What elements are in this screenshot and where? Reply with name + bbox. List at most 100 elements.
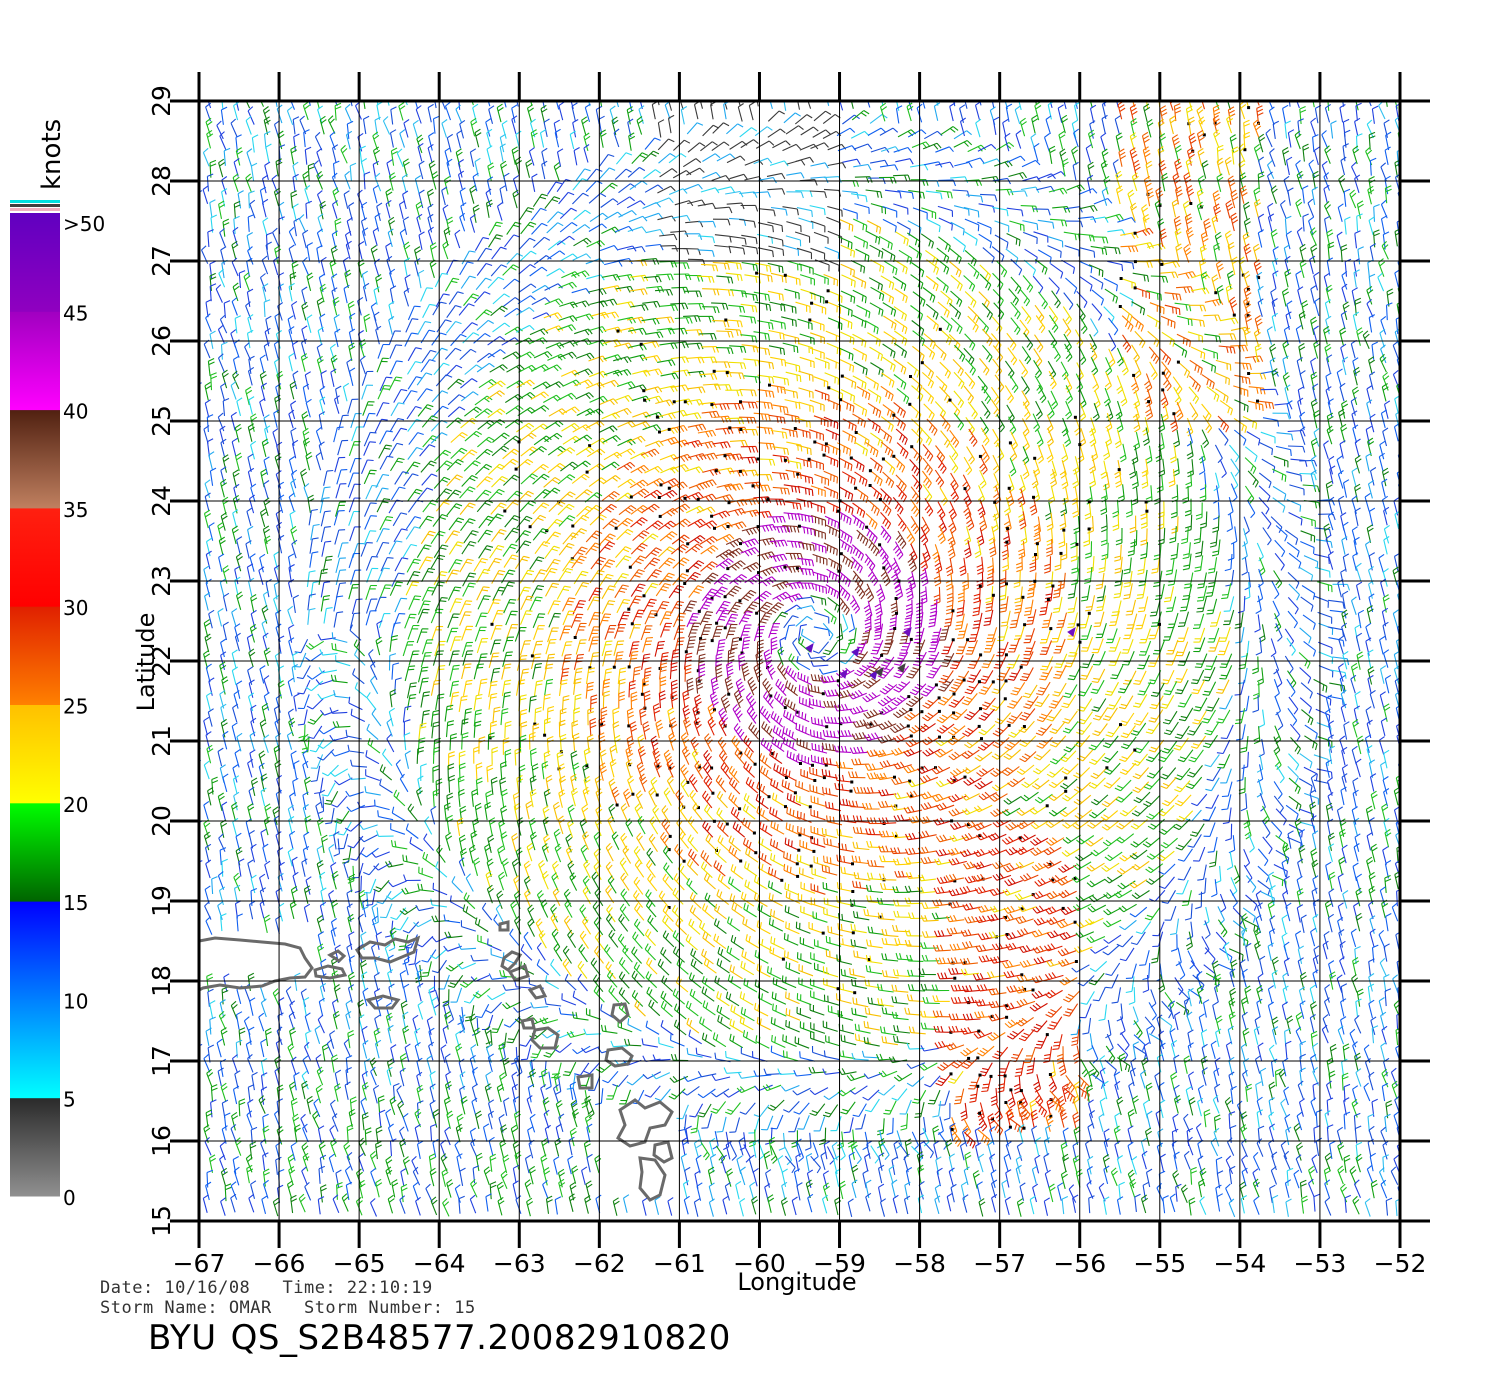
wind-barb	[922, 484, 933, 503]
wind-barb	[1216, 739, 1231, 755]
wind-barb	[1356, 200, 1364, 219]
colorbar-tick-label: 15	[63, 891, 88, 915]
wind-barb	[1341, 746, 1348, 766]
rain-flag	[672, 400, 676, 404]
wind-barb	[1276, 711, 1284, 731]
wind-barb	[491, 609, 505, 625]
wind-barb	[485, 790, 493, 809]
wind-barb	[191, 551, 197, 569]
wind-barb	[995, 142, 1015, 151]
wind-barb	[177, 734, 183, 752]
wind-barb	[1350, 674, 1357, 694]
wind-barb	[1006, 207, 1024, 217]
wind-barb	[600, 182, 618, 194]
rain-flag	[894, 597, 898, 600]
wind-barb	[934, 65, 940, 83]
wind-barb	[416, 544, 432, 558]
wind-barb	[899, 639, 912, 654]
wind-barb	[1208, 557, 1218, 574]
wind-barb	[344, 103, 353, 123]
wind-barb	[1266, 326, 1273, 345]
wind-barb	[1282, 147, 1290, 166]
wind-barb	[1081, 585, 1091, 602]
wind-barb	[684, 183, 703, 191]
wind-barb	[725, 389, 743, 397]
wind-barb	[925, 190, 943, 200]
wind-barb	[402, 390, 418, 404]
wind-barb	[288, 326, 295, 345]
wind-barb	[977, 221, 992, 235]
wind-barb	[316, 228, 323, 248]
wind-barb	[1108, 317, 1119, 336]
wind-barb	[1184, 63, 1190, 81]
wind-barb	[319, 283, 327, 303]
wind-barb	[642, 79, 647, 97]
wind-barb	[936, 276, 949, 293]
rain-flag	[528, 525, 532, 529]
wind-barb	[1272, 485, 1287, 501]
wind-barb	[321, 540, 332, 557]
wind-barb	[1019, 751, 1037, 763]
wind-barb	[840, 331, 855, 345]
wind-barb	[459, 212, 466, 232]
wind-barb	[415, 201, 423, 220]
wind-barb	[643, 368, 663, 376]
rain-flag	[712, 369, 716, 373]
wind-barb	[1073, 767, 1091, 779]
wind-barb	[1275, 623, 1283, 642]
wind-barb	[613, 640, 625, 656]
wind-barb	[176, 228, 181, 246]
wind-barb	[1090, 245, 1108, 256]
wind-barb	[1033, 749, 1051, 761]
wind-barb	[1048, 777, 1067, 789]
wind-barb	[1355, 581, 1363, 601]
wind-barb	[870, 259, 885, 274]
wind-barb	[247, 423, 255, 442]
wind-barb	[589, 651, 600, 668]
wind-barb	[1058, 130, 1066, 150]
wind-barb	[1091, 638, 1104, 654]
wind-barb	[810, 795, 826, 807]
wind-barb	[733, 723, 745, 742]
wind-barb	[926, 665, 942, 679]
wind-barb	[405, 461, 421, 475]
wind-barb	[1018, 474, 1026, 494]
wind-barb	[600, 198, 619, 208]
wind-barb	[217, 792, 225, 812]
wind-barb	[733, 689, 744, 709]
wind-barb	[230, 118, 238, 138]
wind-barb	[785, 274, 801, 286]
wind-barb	[909, 683, 927, 696]
wind-barb	[644, 212, 663, 219]
wind-barb	[946, 775, 966, 785]
wind-barb	[1327, 101, 1330, 111]
wind-barb	[826, 216, 841, 230]
wind-barb	[250, 594, 258, 613]
wind-barb	[334, 777, 353, 786]
wind-barb	[1265, 128, 1273, 148]
wind-barb	[785, 125, 804, 135]
wind-barb	[1164, 304, 1181, 316]
wind-barb	[727, 521, 747, 530]
wind-barb	[1114, 115, 1121, 134]
wind-barb	[1206, 598, 1218, 615]
wind-barb	[922, 457, 933, 476]
wind-barb	[795, 417, 811, 429]
colorbar-tick-label: 25	[63, 695, 88, 719]
wind-barb	[1115, 185, 1123, 205]
wind-barb	[1103, 777, 1121, 789]
wind-barb	[1115, 791, 1133, 803]
wind-barb	[910, 515, 920, 535]
wind-barb	[361, 227, 369, 246]
wind-barb	[854, 471, 868, 487]
wind-barb	[333, 510, 345, 526]
wind-barb	[573, 237, 592, 247]
wind-barb	[954, 344, 966, 362]
wind-barb	[878, 235, 893, 250]
wind-barb	[427, 103, 434, 123]
wind-barb	[544, 196, 561, 209]
wind-barb	[967, 262, 980, 280]
wind-barb	[639, 64, 645, 82]
wind-barb	[352, 668, 365, 685]
wind-barb	[531, 463, 549, 475]
